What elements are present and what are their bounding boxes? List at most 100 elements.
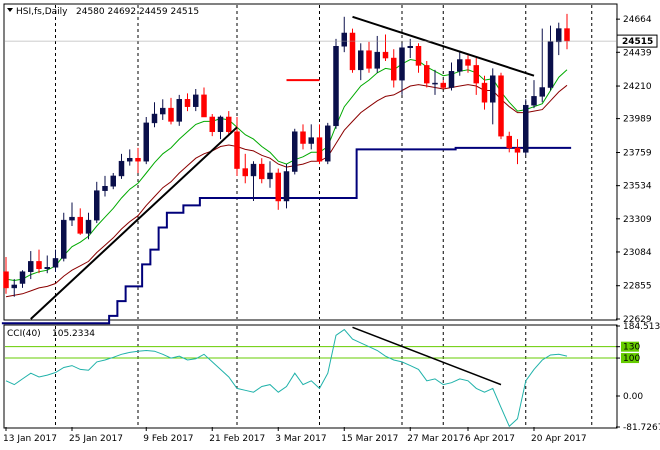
candle-body [457, 59, 463, 72]
candle-body [308, 137, 314, 144]
cci-level-lines [5, 346, 616, 359]
candle-body [11, 284, 17, 289]
candle-body [415, 46, 422, 66]
candle-body [531, 96, 537, 106]
trendlines [30, 15, 535, 386]
candle-body [432, 82, 438, 85]
candle-body [382, 51, 389, 59]
candle-body [110, 175, 116, 187]
candle-body [547, 41, 554, 88]
candle-body [118, 160, 125, 177]
cci-line [5, 328, 568, 428]
price-tick-label: 24210 [623, 82, 652, 92]
candle-body [184, 99, 191, 107]
cci-label: CCI(40) [7, 329, 41, 339]
candle-body [490, 75, 496, 103]
symbol-label: HSI,fs,Daily [16, 7, 68, 17]
candle-body [300, 131, 306, 144]
candle-body [217, 116, 224, 132]
candle-body [506, 135, 512, 149]
candle-body [127, 157, 133, 162]
cci-tick-label: 184.5133 [623, 322, 660, 332]
candle-body [283, 171, 290, 202]
candle-body [349, 32, 356, 71]
date-axis: 13 Jan 2017 25 Jan 2017 9 Feb 2017 21 Feb 2… [3, 427, 587, 444]
candle-body [448, 71, 455, 88]
candle-body [102, 185, 108, 191]
candle-body [316, 137, 323, 162]
cci-panel-frame [3, 324, 618, 429]
candle-body [341, 32, 347, 47]
candle-body [481, 82, 488, 103]
price-tick-label: 23759 [623, 148, 652, 158]
candle-body [407, 46, 413, 48]
candle-body [52, 258, 59, 268]
candle-body [44, 267, 50, 270]
candle-body [325, 125, 331, 162]
candle-body [3, 271, 9, 289]
price-tick-label: 23989 [623, 115, 652, 125]
candle-body [168, 107, 174, 122]
cci-level-tag [621, 341, 639, 352]
candle-body [473, 65, 479, 84]
price-tick-label: 22629 [623, 315, 652, 325]
candle-body [391, 57, 397, 81]
candle-body [250, 163, 257, 177]
candle-body [292, 131, 298, 172]
candle-body [143, 122, 149, 162]
candle-body [539, 87, 545, 97]
price-tick-label: 23309 [623, 215, 652, 225]
price-tick-label: 24664 [623, 15, 652, 25]
cci-value: 105.2334 [52, 329, 95, 339]
price-trendline [30, 126, 238, 320]
candle-body [176, 99, 182, 122]
price-tick-label: 23534 [623, 182, 652, 192]
candle-body [201, 94, 207, 118]
candle-body [465, 59, 471, 66]
candle-body [358, 50, 364, 71]
candle-body [556, 28, 562, 43]
candle-body [267, 172, 273, 180]
stop-level-line [1, 146, 572, 325]
date-tick-label: 27 Mar 2017 [407, 434, 464, 444]
candle-body [523, 104, 529, 153]
date-tick-label: 15 Mar 2017 [341, 434, 398, 444]
candle-body [498, 75, 504, 137]
candle-body [85, 219, 92, 234]
candle-body [242, 168, 248, 177]
candle-body [209, 116, 215, 132]
date-tick-label: 20 Apr 2017 [531, 434, 587, 444]
candle-body [77, 216, 83, 234]
ohlc-values: 24580 24692 24459 24515 [76, 7, 199, 17]
candle-body [234, 131, 240, 169]
candle-body [226, 116, 232, 132]
date-tick-label: 9 Feb 2017 [143, 434, 193, 444]
date-tick-label: 6 Apr 2017 [465, 434, 515, 444]
price-tick-label: 24439 [623, 48, 652, 58]
triangle-down-icon[interactable] [7, 8, 13, 12]
candle-body [94, 190, 100, 221]
cci-tick-label: -81.7267 [623, 423, 660, 433]
candle-body [19, 271, 26, 284]
candle-body [193, 94, 199, 107]
candle-body [36, 261, 42, 270]
current-price-box [616, 34, 658, 48]
candle-body [333, 46, 339, 127]
candle-body [440, 82, 446, 88]
date-tick-label: 21 Feb 2017 [209, 434, 265, 444]
candle-body [275, 172, 281, 202]
candle-body [160, 107, 166, 115]
date-tick-label: 13 Jan 2017 [3, 434, 57, 444]
cci-trendline [352, 326, 502, 386]
cci-tick-label: 100 [623, 354, 640, 364]
candlesticks [3, 13, 570, 297]
cci-tick-label: 0.00 [623, 392, 643, 402]
cci-level-tag [621, 353, 639, 364]
candle-body [259, 163, 265, 180]
candle-body [366, 50, 372, 69]
candle-body [151, 113, 158, 124]
candle-body [28, 261, 34, 272]
price-tick-label: 23084 [623, 248, 652, 258]
